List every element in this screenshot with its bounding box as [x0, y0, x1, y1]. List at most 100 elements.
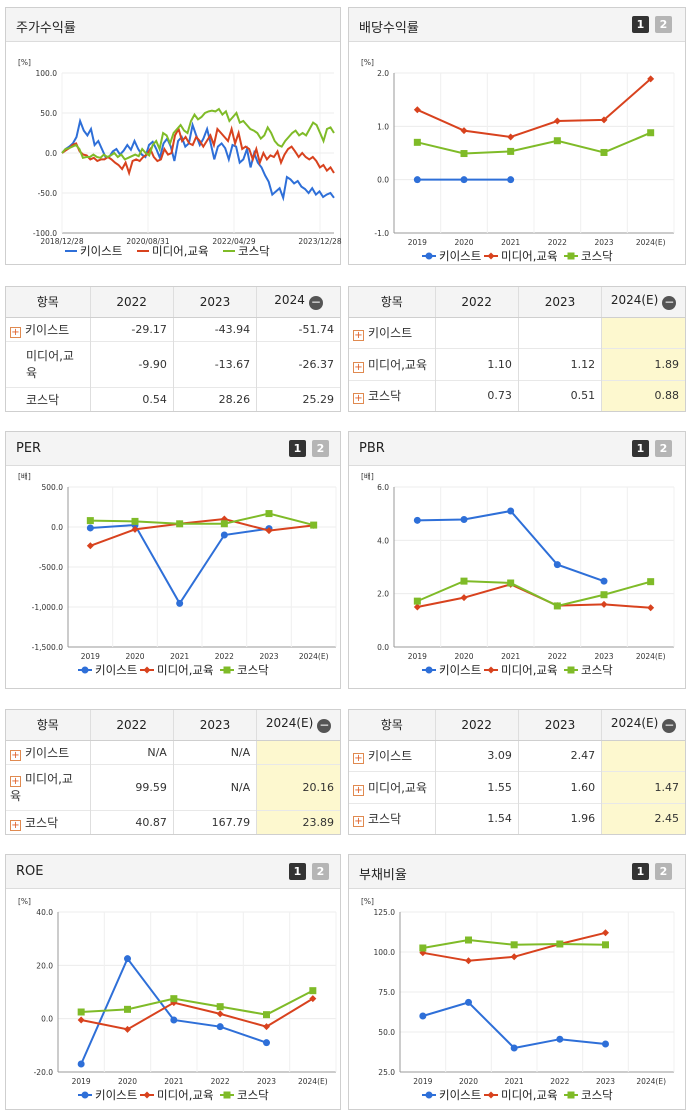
table-header-row: 항목 2022 2023 2024(E) −	[6, 710, 340, 741]
legend-marker-media	[487, 666, 495, 674]
collapse-icon[interactable]: −	[317, 718, 332, 734]
x-tick-label: 2018/12/28	[40, 237, 83, 246]
header-year: 2023	[172, 710, 257, 741]
collapse-icon[interactable]: −	[662, 295, 677, 311]
y-tick-label: 25.0	[378, 1068, 395, 1077]
y-tick-label: -1,500.0	[32, 643, 64, 652]
data-point-keyist	[602, 1040, 609, 1048]
data-point-media	[77, 1016, 85, 1024]
y-tick-label: 500.0	[42, 483, 64, 492]
expand-icon[interactable]: +	[353, 753, 364, 765]
legend-label-media: 미디어,교육	[152, 244, 209, 258]
row-label[interactable]: + 키이스트	[349, 739, 435, 772]
cell: 3.09	[434, 739, 519, 772]
cell: 1.96	[517, 802, 602, 834]
data-point-kosdaq	[647, 129, 655, 137]
data-point-kosdaq	[413, 138, 421, 146]
row-label[interactable]: + 코스닥	[349, 802, 435, 834]
cell: 1.47	[601, 771, 685, 804]
expand-icon[interactable]: +	[10, 820, 21, 832]
y-unit-label: [%]	[18, 58, 31, 67]
x-tick-label: 2020/08/31	[126, 237, 169, 246]
tab-1[interactable]: 1	[289, 863, 306, 880]
y-unit-label: [%]	[361, 58, 374, 67]
cell: 0.73	[434, 379, 519, 411]
expand-icon[interactable]: +	[353, 361, 364, 373]
data-point-keyist	[77, 1060, 85, 1068]
header-item: 항목	[349, 710, 435, 741]
data-point-kosdaq	[176, 520, 184, 528]
row-label[interactable]: + 코스닥	[6, 810, 90, 834]
data-point-keyist	[507, 176, 515, 184]
tab-2[interactable]: 2	[312, 863, 329, 880]
row-label[interactable]: + 키이스트	[6, 739, 90, 764]
panel-title: PBR	[359, 441, 385, 456]
collapse-icon[interactable]: −	[308, 295, 323, 311]
x-tick-label: 2024(E)	[299, 652, 329, 661]
expand-icon[interactable]: +	[353, 330, 364, 342]
x-tick-label: 2024(E)	[636, 238, 666, 247]
table-header-row: 항목 2022 2023 2024(E) −	[349, 287, 685, 318]
tab-2[interactable]: 2	[655, 16, 672, 33]
data-point-keyist	[507, 507, 515, 515]
data-point-keyist	[556, 1035, 564, 1043]
table-header-row: 항목 2022 2023 2024−	[6, 287, 340, 318]
cell: 1.60	[517, 771, 602, 804]
data-point-kosdaq	[465, 936, 472, 944]
cell: 1.89	[601, 348, 685, 381]
data-point-media	[602, 929, 609, 937]
tab-2[interactable]: 2	[312, 440, 329, 457]
row-label[interactable]: + 키이스트	[6, 316, 90, 341]
header-year: 2024−	[256, 287, 340, 318]
per-panel: PER 1 2 500.0 0.0 -500.0 -1,000.0 -1,500.0 [배…	[5, 431, 341, 689]
legend-label-keyist: 키이스트	[80, 244, 122, 258]
collapse-icon[interactable]: −	[662, 718, 677, 734]
tab-1[interactable]: 1	[632, 16, 649, 33]
tab-1[interactable]: 1	[632, 440, 649, 457]
data-point-keyist	[460, 516, 468, 524]
x-tick-label: 2023	[596, 1077, 615, 1086]
legend-label-keyist: 키이스트	[439, 249, 481, 263]
tab-2[interactable]: 2	[655, 440, 672, 457]
row-label[interactable]: + 미디어,교육	[349, 348, 435, 381]
row-label[interactable]: + 키이스트	[349, 316, 435, 349]
data-point-kosdaq	[216, 1003, 224, 1011]
legend-marker-kosdaq	[223, 666, 231, 674]
tab-1[interactable]: 1	[632, 863, 649, 880]
row-label[interactable]: + 미디어,교육	[349, 771, 435, 804]
expand-icon[interactable]: +	[353, 784, 364, 796]
header-item: 항목	[6, 710, 90, 741]
x-tick-label: 2019	[408, 238, 427, 247]
y-unit-label: [배]	[18, 472, 31, 481]
panel-header: PER 1 2	[6, 432, 340, 466]
panel-header: PBR 1 2	[349, 432, 685, 466]
table-row: + 미디어,교육 99.59 N/A 20.16	[6, 763, 340, 811]
y-tick-label: 50.0	[40, 109, 57, 118]
tab-1[interactable]: 1	[289, 440, 306, 457]
expand-icon[interactable]: +	[353, 816, 364, 828]
header-year: 2023	[517, 287, 602, 318]
table-header-row: 항목 2022 2023 2024(E) −	[349, 710, 685, 741]
cell: N/A	[172, 739, 257, 764]
x-tick-label: 2020	[118, 1077, 137, 1086]
dividend-chart: 2.0 1.0 0.0 -1.0 [%] 2019 2020 2021 2022 2023 2024…	[361, 58, 675, 263]
cell: -26.37	[256, 340, 340, 388]
data-point-media	[507, 133, 515, 141]
data-point-media	[265, 527, 273, 535]
cell: 20.16	[256, 763, 340, 811]
data-point-kosdaq	[131, 517, 139, 525]
cell: 23.89	[256, 810, 340, 834]
expand-icon[interactable]: +	[353, 393, 364, 405]
expand-icon[interactable]: +	[10, 776, 21, 788]
expand-icon[interactable]: +	[10, 326, 21, 338]
row-label[interactable]: + 코스닥	[349, 379, 435, 411]
tab-2[interactable]: 2	[655, 863, 672, 880]
expand-icon[interactable]: +	[10, 749, 21, 761]
data-point-kosdaq	[556, 940, 564, 948]
row-label[interactable]: + 미디어,교육	[6, 763, 90, 811]
legend-marker-kosdaq	[567, 666, 575, 674]
y-unit-label: [%]	[18, 897, 31, 906]
cell: 1.12	[517, 348, 602, 381]
legend-label-keyist: 키이스트	[439, 663, 481, 677]
cell	[434, 316, 519, 349]
